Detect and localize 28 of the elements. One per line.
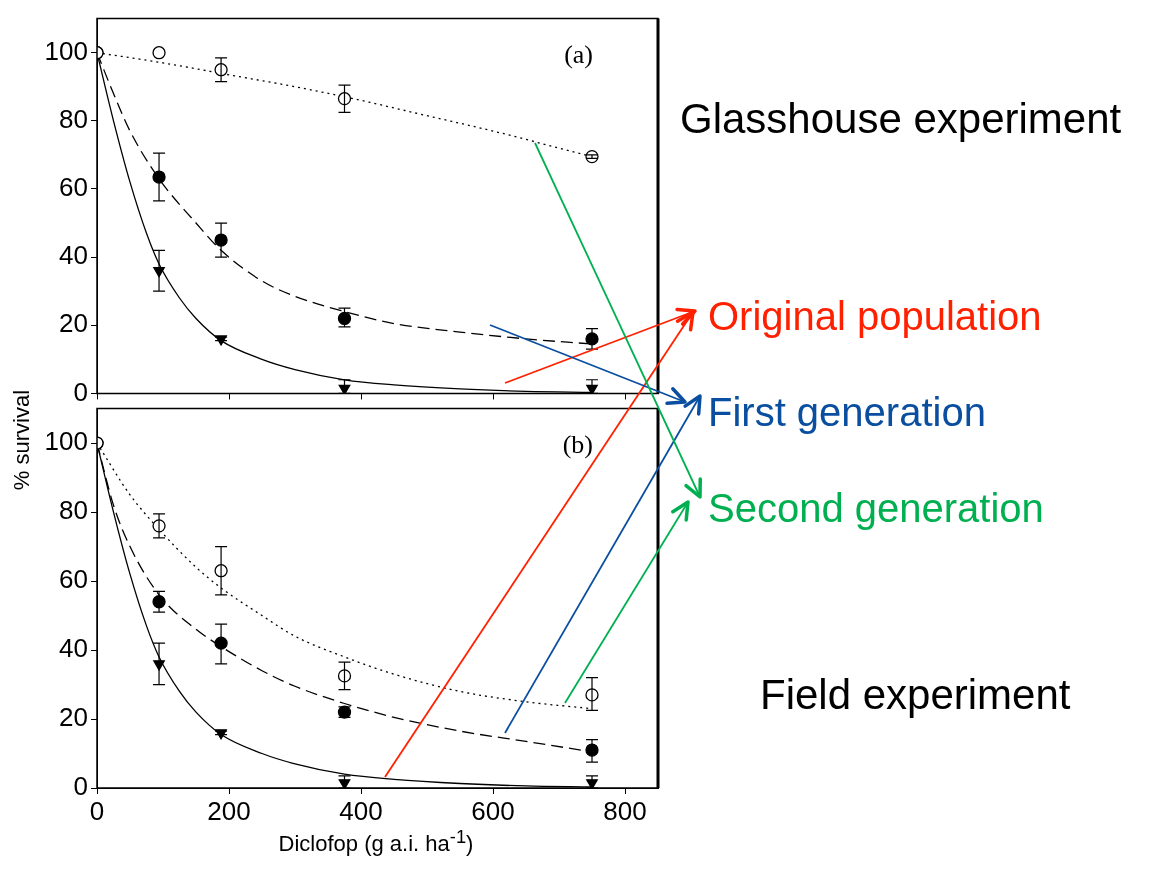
x-tick-label: 400 [339,795,383,826]
y-tick-label: 40 [59,633,88,664]
y-tick-label: 0 [73,771,88,802]
y-tick-label: 60 [59,564,88,595]
y-tick-label: 80 [59,103,88,134]
x-axis-title: Diclofop (g a.i. ha$^{-1}$) [277,826,475,857]
x-tick-label: 200 [207,795,251,826]
text: Second generation [708,486,1044,530]
y-tick-label: 100 [44,35,88,66]
text: First generation [708,390,986,434]
text: Original population [708,294,1042,338]
y-tick-label: 20 [59,702,88,733]
y-axis-title: % survival [9,389,35,491]
y-tick-label: 40 [59,240,88,271]
y-tick-label: 100 [44,426,88,457]
y-tick-label: 20 [59,308,88,339]
text: Glasshouse experiment [680,95,1122,142]
point [337,311,352,326]
y-tick-label: 0 [73,376,88,407]
x-tick-label: 800 [603,795,647,826]
point [152,46,166,60]
x-tick-label: 600 [471,795,515,826]
point [338,384,351,394]
y-tick-label: 80 [59,495,88,526]
annotation: (a) [564,40,593,70]
text: Field experiment [760,671,1071,718]
annotation: (b) [562,430,593,460]
y-tick-label: 60 [59,172,88,203]
